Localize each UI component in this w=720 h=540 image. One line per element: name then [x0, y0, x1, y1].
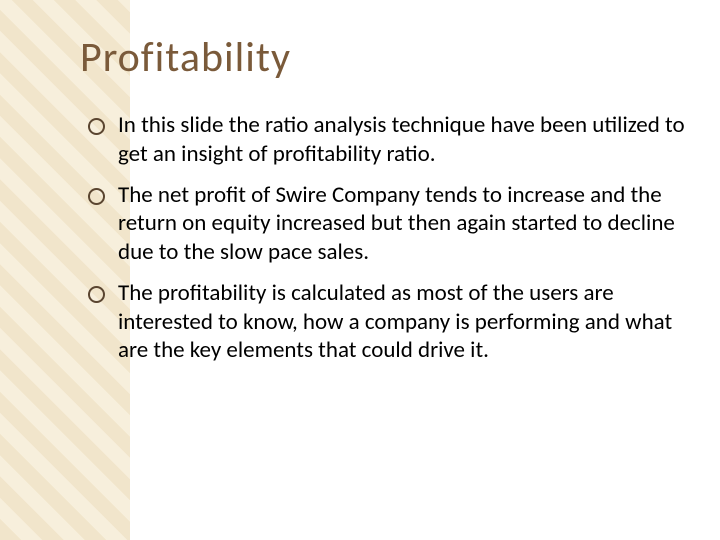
slide-title: Profitability [80, 32, 690, 83]
bullet-list: In this slide the ratio analysis techniq… [80, 111, 690, 365]
bullet-item: In this slide the ratio analysis techniq… [110, 111, 690, 169]
slide-content: Profitability In this slide the ratio an… [80, 32, 690, 377]
bullet-item: The net profit of Swire Company tends to… [110, 181, 690, 267]
bullet-item: The profitability is calculated as most … [110, 279, 690, 365]
